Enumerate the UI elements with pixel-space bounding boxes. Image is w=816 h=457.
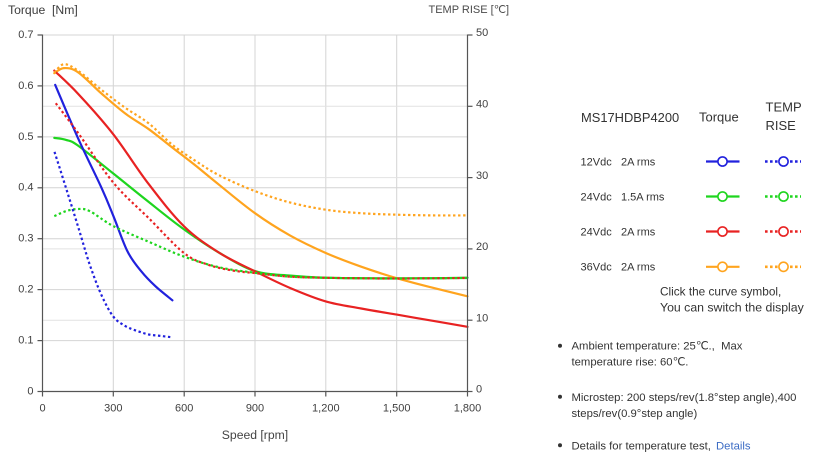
svg-text:TEMP: TEMP xyxy=(766,100,802,115)
svg-text:2A rms: 2A rms xyxy=(621,226,656,238)
svg-text:0.7: 0.7 xyxy=(18,29,33,41)
svg-text:Microstep: 200 steps/rev(1.8°s: Microstep: 200 steps/rev(1.8°step angle)… xyxy=(572,392,797,404)
svg-text:0.4: 0.4 xyxy=(18,182,33,194)
svg-text:0.3: 0.3 xyxy=(18,233,33,245)
svg-text:50: 50 xyxy=(476,27,488,39)
svg-text:600: 600 xyxy=(175,403,193,415)
svg-text:30: 30 xyxy=(476,170,488,182)
svg-text:1,200: 1,200 xyxy=(312,403,340,415)
svg-text:Details: Details xyxy=(716,441,751,453)
svg-text:1,500: 1,500 xyxy=(383,403,411,415)
svg-text:20: 20 xyxy=(476,241,488,253)
svg-text:24Vdc: 24Vdc xyxy=(581,191,613,203)
svg-text:300: 300 xyxy=(104,403,122,415)
svg-text:2A rms: 2A rms xyxy=(621,262,656,274)
svg-text:1,800: 1,800 xyxy=(454,403,482,415)
svg-text:0.6: 0.6 xyxy=(18,80,33,92)
svg-text:12Vdc: 12Vdc xyxy=(581,156,613,168)
svg-text:24Vdc: 24Vdc xyxy=(581,226,613,238)
svg-text:2A rms: 2A rms xyxy=(621,156,656,168)
svg-text:40: 40 xyxy=(476,99,488,111)
svg-text:900: 900 xyxy=(246,403,264,415)
svg-text:RISE: RISE xyxy=(766,118,797,133)
svg-text:Torque [Nm]: Torque [Nm] xyxy=(8,3,78,17)
svg-text:Click the curve symbol,: Click the curve symbol, xyxy=(660,285,781,299)
svg-text:You can switch the display: You can switch the display xyxy=(660,301,805,315)
svg-text:Details for temperature test,: Details for temperature test, xyxy=(572,441,711,453)
svg-text:1.5A rms: 1.5A rms xyxy=(621,191,665,203)
svg-text:TEMP RISE [℃]: TEMP RISE [℃] xyxy=(429,4,510,16)
svg-text:36Vdc: 36Vdc xyxy=(581,262,613,274)
svg-text:temperature rise: 60℃.: temperature rise: 60℃. xyxy=(572,357,689,369)
svg-text:0.1: 0.1 xyxy=(18,335,33,347)
svg-text:Torque: Torque xyxy=(699,110,739,125)
svg-text:MS17HDBP4200: MS17HDBP4200 xyxy=(581,110,679,125)
svg-text:0.2: 0.2 xyxy=(18,284,33,296)
svg-text:0.5: 0.5 xyxy=(18,131,33,143)
svg-text:0: 0 xyxy=(39,403,45,415)
svg-text:steps/rev(0.9°step angle): steps/rev(0.9°step angle) xyxy=(572,408,698,420)
svg-text:0: 0 xyxy=(27,385,33,397)
svg-text:0: 0 xyxy=(476,384,482,396)
svg-text:Ambient temperature: 25℃., Ma: Ambient temperature: 25℃., Max xyxy=(572,341,743,353)
svg-text:10: 10 xyxy=(476,312,488,324)
svg-text:Speed [rpm]: Speed [rpm] xyxy=(222,428,288,442)
